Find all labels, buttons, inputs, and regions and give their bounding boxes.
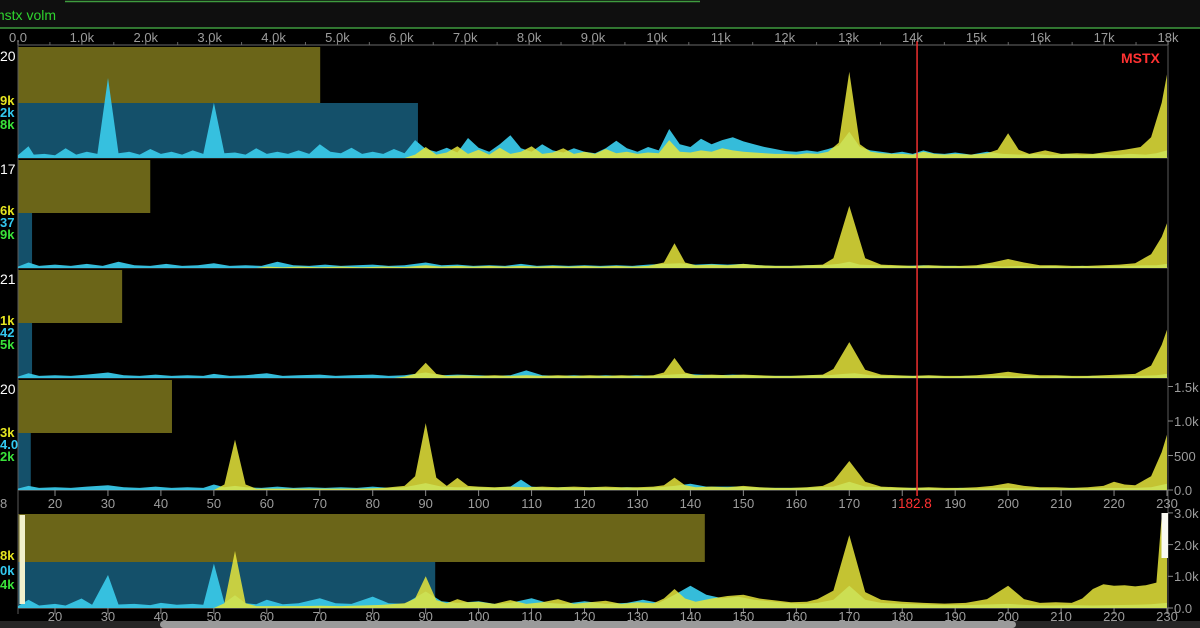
volume-profile-bar-olive bbox=[18, 270, 123, 323]
volume-profile-bar-olive bbox=[18, 514, 705, 562]
symbol-study-title[interactable]: mstx volm bbox=[0, 7, 56, 23]
volume-profile-bar-olive bbox=[18, 47, 321, 103]
volume-profile-bar-teal bbox=[18, 213, 33, 267]
left-edge-marker-bar bbox=[19, 515, 25, 604]
volume-profile-bar-teal bbox=[18, 433, 31, 489]
symbol-label: MSTX bbox=[1121, 50, 1160, 66]
volume-profile-bar-olive bbox=[18, 380, 172, 433]
horizontal-scrollbar-thumb[interactable] bbox=[160, 621, 1016, 628]
crosshair-price-label: 182.8 bbox=[896, 496, 934, 511]
volume-profile-bar-teal bbox=[18, 323, 33, 377]
right-edge-marker-bar bbox=[1161, 513, 1168, 558]
volume-profile-bar-olive bbox=[18, 160, 151, 213]
header-band bbox=[0, 0, 1200, 28]
horizontal-scrollbar-track[interactable] bbox=[0, 621, 1200, 628]
